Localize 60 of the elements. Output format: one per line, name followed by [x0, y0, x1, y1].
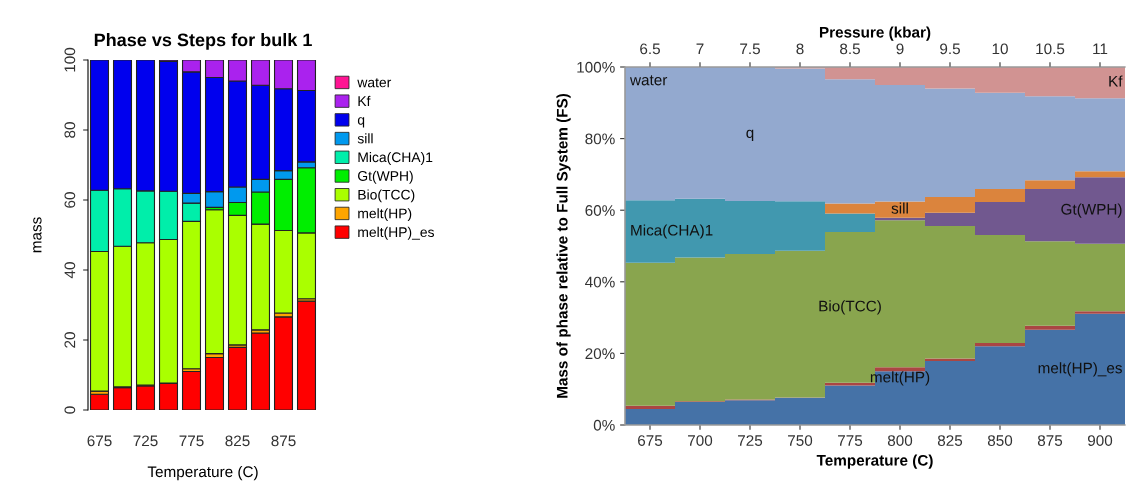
x-tick-label: 825	[225, 435, 250, 447]
legend-label: q	[357, 117, 365, 128]
legend-label: melt(HP)	[358, 208, 412, 222]
x-tick-label: 900	[1087, 435, 1113, 446]
x2-tick-label: 10.5	[1036, 43, 1065, 55]
y-axis-title: Mass of phase relative to Full System (FS)	[556, 93, 571, 398]
x-tick-label: 675	[638, 435, 663, 446]
x-tick-label: 875	[1037, 435, 1063, 446]
legend-label: melt(HP)_es	[358, 226, 434, 240]
x2-tick-label: 7	[696, 43, 704, 55]
x-tick-label: 725	[738, 435, 763, 446]
x-tick-label: 750	[788, 435, 813, 446]
series-label: Mica(CHA)1	[631, 224, 713, 239]
x2-tick-label: 11	[1093, 43, 1108, 55]
chart-title: Phase vs Steps for bulk 1	[94, 33, 312, 50]
x2-tick-label: 6.5	[640, 43, 660, 55]
legend-label: water	[357, 78, 392, 88]
y-tick-label: 40%	[585, 276, 615, 288]
x2-tick-label: 10	[992, 43, 1008, 55]
series-label: Kf	[1109, 75, 1123, 87]
y-tick-label: 60%	[585, 205, 615, 216]
x-axis-title: Temperature (C)	[147, 465, 258, 481]
y-axis-title: mass	[33, 217, 42, 253]
x-tick-label: 875	[271, 435, 296, 447]
y-tick-label: 100%	[577, 61, 615, 73]
x2-tick-label: 9	[896, 43, 904, 55]
y-tick-label: 80%	[585, 133, 615, 145]
legend-label: Bio(TCC)	[358, 189, 415, 203]
x2-tick-label: 9.5	[940, 43, 960, 55]
x2-tick-label: 8.5	[840, 43, 860, 55]
y-tick-label: 40	[64, 262, 76, 279]
y-tick-label: 20	[64, 332, 76, 348]
text: water	[629, 75, 668, 86]
legend-label: Mica(CHA)1	[358, 151, 433, 165]
x-tick-label: 825	[937, 435, 963, 446]
x-tick-label: 725	[133, 435, 158, 447]
x2-tick-label: 8	[796, 43, 804, 55]
legend-label: Gt(WPH)	[358, 170, 413, 184]
x-axis-title: Temperature (C)	[816, 454, 933, 469]
x2-tick-label: 7.5	[740, 43, 760, 55]
x-tick-label: 775	[179, 435, 204, 447]
legend-label: Kf	[358, 95, 371, 106]
series-label: Gt(WPH)	[1061, 203, 1122, 218]
x-tick-label: 800	[887, 435, 913, 446]
y-tick-label: 100	[64, 47, 76, 72]
series-label: q	[746, 129, 754, 142]
y-tick-label: 0	[64, 406, 76, 414]
x-tick-label: 700	[688, 435, 713, 446]
x-tick-label: 675	[87, 435, 112, 447]
x-tick-label: 850	[987, 435, 1013, 446]
series-label: Bio(TCC)	[819, 300, 881, 315]
series-label: melt(HP)_es	[1038, 362, 1122, 377]
y-tick-label: 80	[64, 122, 76, 138]
legend-label: sill	[357, 133, 373, 144]
x2-axis-title: Pressure (kbar)	[819, 26, 931, 41]
y-tick-label: 20%	[585, 348, 615, 360]
y-tick-label: 60	[64, 192, 76, 208]
x-tick-label: 775	[838, 435, 863, 446]
y-tick-label: 0%	[593, 419, 615, 431]
series-label: sill	[891, 202, 908, 214]
